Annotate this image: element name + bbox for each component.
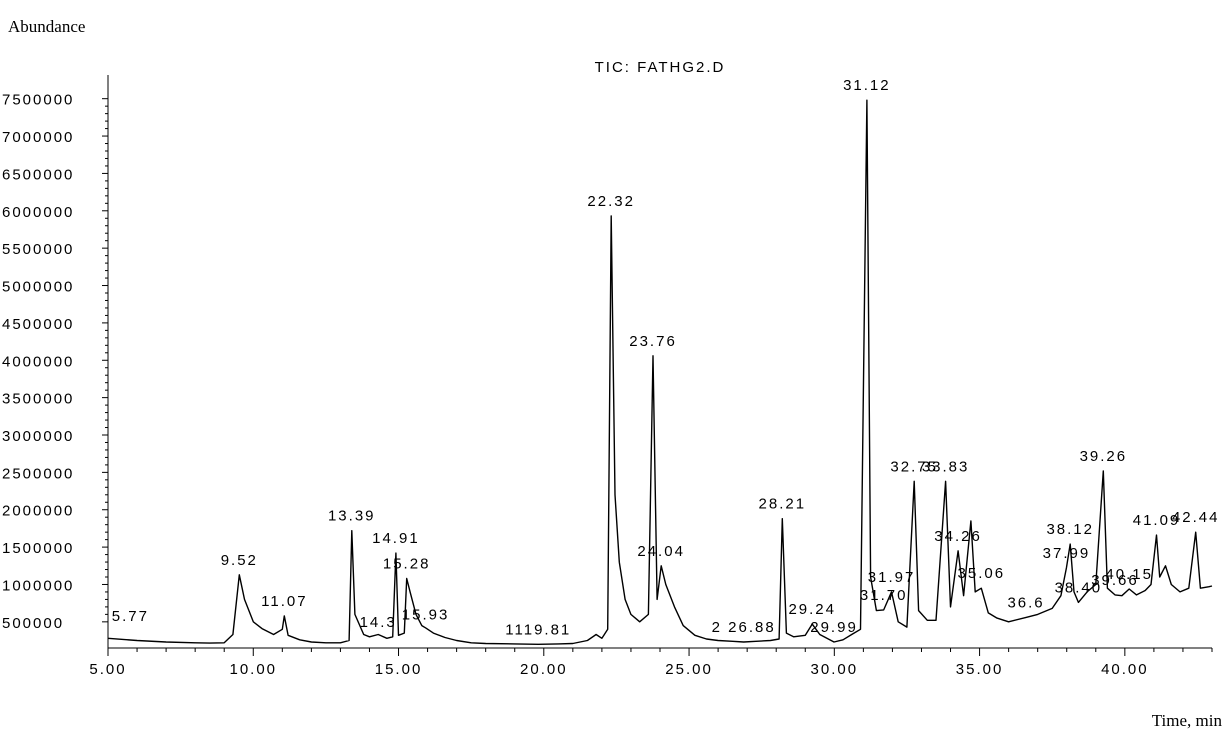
peak-label: 39.26 [1080, 448, 1128, 465]
x-tick-label: 40.00 [1101, 661, 1149, 678]
y-tick-label: 1000000 [2, 577, 74, 594]
y-tick-label: 1500000 [2, 540, 74, 557]
y-tick-label: 7000000 [2, 129, 74, 146]
y-tick-label: 2500000 [2, 465, 74, 482]
y-tick-label: 3500000 [2, 391, 74, 408]
peak-label: 34.26 [934, 528, 982, 545]
peak-label: 29.99 [810, 619, 858, 636]
peak-label: 22.32 [587, 193, 635, 210]
y-tick-label: 7500000 [2, 92, 74, 109]
peak-labels: 5.77 9.52 11.07 13.39 14.3 14.91 15.28 15.93 111… [112, 77, 1220, 638]
peak-label: 31.70 [860, 587, 908, 604]
peak-label: 31.12 [843, 77, 891, 94]
x-tick-label: 5.00 [89, 661, 126, 678]
peak-label: 9.52 [221, 552, 258, 569]
x-axis-label: Time, min [1152, 711, 1223, 730]
y-tick-label: 3000000 [2, 428, 74, 445]
peak-label: 39.66 [1091, 572, 1139, 589]
peak-label: 15.93 [402, 606, 450, 623]
y-tick-label: 5000000 [2, 279, 74, 296]
y-tick-label: 6000000 [2, 204, 74, 221]
peak-label: 32.75 [890, 458, 938, 475]
x-tick-label: 30.00 [811, 661, 859, 678]
peak-label: 36.6 [1007, 594, 1044, 611]
peak-label: 11.07 [261, 593, 307, 610]
peak-label: 15.28 [383, 555, 431, 572]
peak-label: 41.09 [1133, 512, 1181, 529]
peak-label: 35.06 [958, 565, 1006, 582]
peak-label: 31.97 [868, 569, 916, 586]
peak-label: 14.91 [372, 530, 420, 547]
y-tick-label: 6500000 [2, 166, 74, 183]
peak-label: 13.39 [328, 508, 376, 525]
y-tick-label: 4000000 [2, 353, 74, 370]
x-tick-label: 35.00 [956, 661, 1004, 678]
peak-label: 2 26.88 [712, 619, 776, 636]
peak-label: 29.24 [788, 601, 836, 618]
tic-trace-line [107, 99, 1213, 645]
y-tick-label: 500000 [2, 615, 64, 632]
chromatogram-trace [107, 99, 1213, 645]
peak-label: 40.15 [1105, 566, 1153, 583]
chart-title: TIC: FATHG2.D [595, 59, 726, 76]
x-tick-label: 10.00 [229, 661, 277, 678]
peak-label: 1119.81 [505, 621, 571, 638]
y-tick-label: 2000000 [2, 503, 74, 520]
peak-label: 38.12 [1046, 521, 1094, 538]
y-tick-label: 5500000 [2, 241, 74, 258]
peak-label: 33.83 [922, 458, 970, 475]
peak-label: 24.04 [637, 543, 685, 560]
peak-label: 28.21 [759, 496, 807, 513]
x-tick-label: 15.00 [375, 661, 423, 678]
peak-label: 37.99 [1043, 545, 1091, 562]
peak-label: 5.77 [112, 608, 149, 625]
peak-label: 42.44 [1172, 509, 1220, 526]
axes: 5.00 10.00 15.00 20.00 25.00 30.00 35.00 40.00 5… [2, 75, 1213, 678]
peak-label: 14.3 [360, 614, 397, 631]
x-tick-label: 25.00 [665, 661, 713, 678]
y-tick-label: 4500000 [2, 316, 74, 333]
peak-label: 23.76 [629, 333, 677, 350]
y-axis-label: Abundance [8, 17, 85, 36]
peak-label: 38.40 [1055, 579, 1103, 596]
x-tick-label: 20.00 [520, 661, 568, 678]
